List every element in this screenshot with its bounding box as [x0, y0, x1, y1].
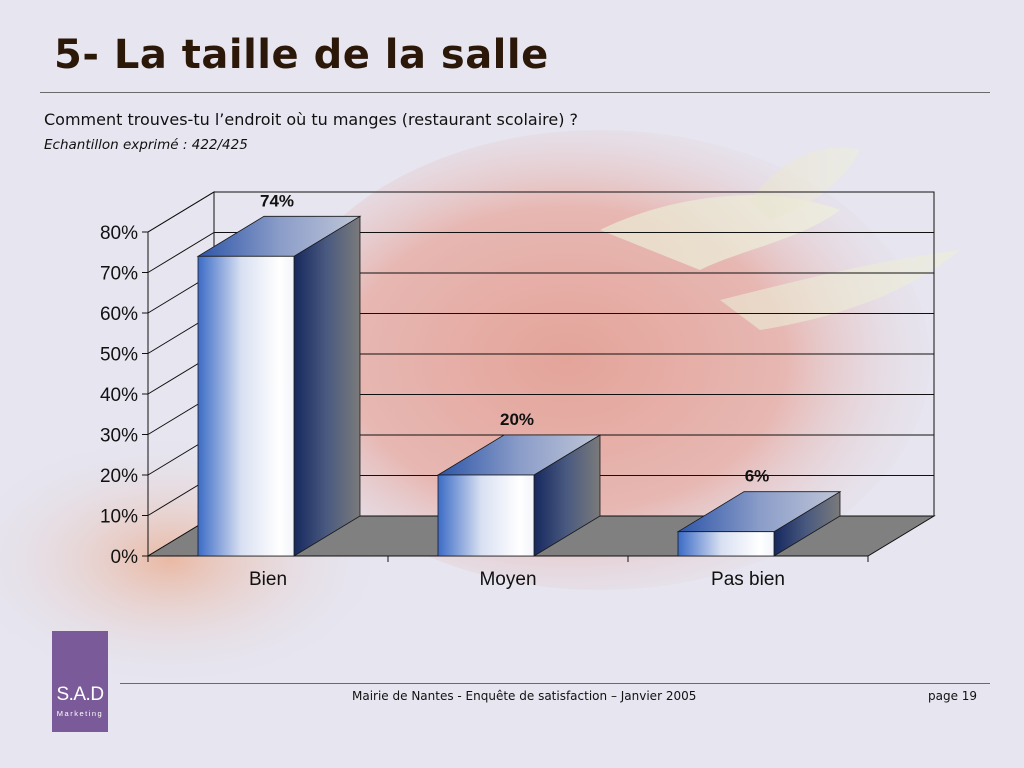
- y-tick-label: 60%: [100, 304, 138, 325]
- gridline: [147, 232, 934, 273]
- y-tick-label: 20%: [100, 466, 138, 487]
- footer-divider: [120, 683, 990, 684]
- bar-side-face: [293, 215, 361, 557]
- sad-marketing-logo: S.A.D Marketing: [52, 631, 108, 732]
- page-title: 5- La taille de la salle: [54, 32, 549, 78]
- y-tick-label: 50%: [100, 345, 138, 366]
- y-tick-label: 30%: [100, 426, 138, 447]
- x-category-label: Moyen: [479, 569, 536, 590]
- y-tick-label: 70%: [100, 264, 138, 285]
- y-tick-label: 0%: [111, 547, 139, 568]
- x-category-label: Bien: [249, 569, 287, 590]
- data-label: 20%: [500, 410, 534, 429]
- bar-pas-bien: [676, 490, 842, 557]
- bar-bien: [196, 215, 362, 557]
- logo-subtitle: Marketing: [56, 709, 104, 718]
- bar-moyen: [436, 434, 602, 557]
- page-number: page 19: [928, 689, 978, 703]
- logo-mark: S.A.D: [56, 684, 104, 705]
- bar-front-face: [677, 531, 775, 557]
- x-category-label: Pas bien: [711, 569, 785, 590]
- y-tick-label: 40%: [100, 385, 138, 406]
- data-label: 6%: [745, 467, 770, 486]
- bar-front-face: [437, 474, 535, 557]
- gridline: [147, 191, 934, 233]
- title-divider: [40, 92, 990, 93]
- survey-question: Comment trouves-tu l’endroit où tu mange…: [44, 110, 579, 129]
- y-tick-label: 10%: [100, 507, 138, 528]
- footer-text: Mairie de Nantes - Enquête de satisfacti…: [352, 689, 697, 703]
- data-label: 74%: [260, 191, 294, 210]
- y-tick-label: 80%: [100, 223, 138, 244]
- bar-front-face: [197, 255, 295, 557]
- sample-size-note: Echantillon exprimé : 422/425: [44, 137, 248, 153]
